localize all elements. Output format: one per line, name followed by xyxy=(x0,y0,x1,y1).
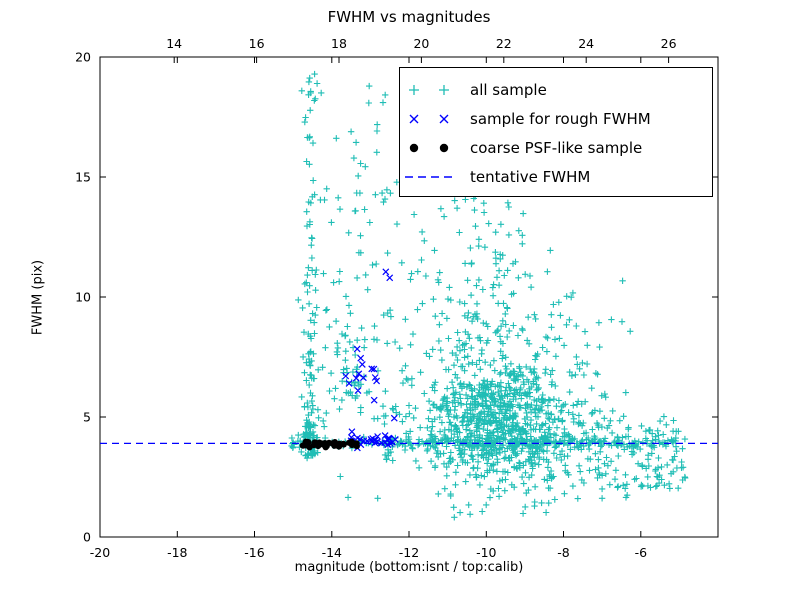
legend-item-tentative-fwhm: tentative FWHM xyxy=(400,162,712,191)
y-axis-label: FWHM (pix) xyxy=(30,259,46,336)
top-tick-label: 14 xyxy=(166,36,182,51)
psf-sample-dot xyxy=(331,442,338,449)
top-tick-label: 20 xyxy=(413,36,429,51)
psf-sample-dot xyxy=(300,442,307,449)
top-tick-label: 26 xyxy=(661,36,677,51)
chart-title: FWHM vs magnitudes xyxy=(327,8,491,26)
x-tick-label: -10 xyxy=(476,545,496,560)
psf-sample-dot xyxy=(350,440,357,447)
x-tick-label: -18 xyxy=(167,545,187,560)
legend-label: tentative FWHM xyxy=(470,167,591,186)
legend-label: coarse PSF-like sample xyxy=(470,138,643,157)
tick-labels: -20 -18 -16 -14 -12 -10 -8 -6 14 16 18 20 22 24 26 0 5 10… xyxy=(75,36,677,560)
y-tick-label: 20 xyxy=(75,50,91,65)
dashed-line-icon xyxy=(400,168,464,186)
axis-ticks xyxy=(99,56,718,538)
top-tick-label: 16 xyxy=(249,36,265,51)
x-tick-label: -20 xyxy=(90,545,110,560)
y-tick-label: 10 xyxy=(75,290,91,305)
x-tick-label: -8 xyxy=(557,545,570,560)
y-tick-label: 15 xyxy=(75,170,91,185)
plus-marker-icon xyxy=(400,81,464,99)
x-axis-label: magnitude (bottom:isnt / top:calib) xyxy=(294,560,524,575)
x-tick-label: -6 xyxy=(635,545,648,560)
y-tick-label: 5 xyxy=(83,410,91,425)
legend-item-psf-sample: coarse PSF-like sample xyxy=(400,133,712,162)
x-tick-label: -14 xyxy=(322,545,342,560)
legend-item-all-sample: all sample xyxy=(400,75,712,104)
legend-label: all sample xyxy=(470,80,547,99)
top-tick-label: 18 xyxy=(331,36,347,51)
legend: all sample sample for rough FWHM coarse … xyxy=(399,67,713,197)
top-tick-label: 22 xyxy=(496,36,512,51)
x-tick-label: -16 xyxy=(244,545,264,560)
psf-sample-dot xyxy=(321,440,329,447)
psf-sample-dot xyxy=(311,439,319,446)
legend-label: sample for rough FWHM xyxy=(470,109,651,128)
x-marker-icon xyxy=(400,110,464,128)
psf-sample-dot xyxy=(335,443,343,450)
legend-item-rough-fwhm: sample for rough FWHM xyxy=(400,104,712,133)
dot-marker-icon xyxy=(400,139,464,157)
x-tick-label: -12 xyxy=(399,545,419,560)
scatter-psf-sample xyxy=(299,438,360,451)
top-tick-label: 24 xyxy=(578,36,594,51)
y-tick-label: 0 xyxy=(83,530,91,545)
psf-sample-dot xyxy=(306,444,313,451)
